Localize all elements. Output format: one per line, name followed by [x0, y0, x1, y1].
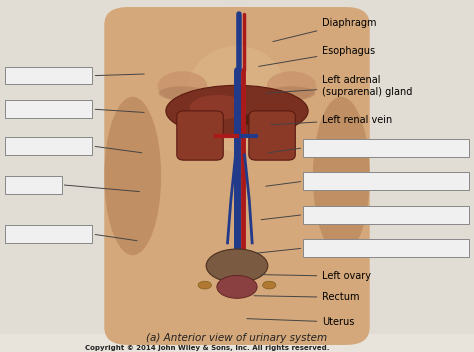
Ellipse shape [263, 281, 276, 289]
Ellipse shape [104, 97, 161, 255]
Text: Rectum: Rectum [254, 293, 360, 302]
Ellipse shape [172, 292, 221, 341]
FancyBboxPatch shape [104, 7, 370, 345]
FancyBboxPatch shape [5, 137, 92, 155]
Ellipse shape [252, 292, 302, 341]
Ellipse shape [198, 281, 211, 289]
FancyBboxPatch shape [177, 111, 223, 160]
FancyBboxPatch shape [303, 172, 469, 190]
Text: Copyright © 2014 John Wiley & Sons, Inc. All rights reserved.: Copyright © 2014 John Wiley & Sons, Inc.… [85, 345, 330, 352]
FancyBboxPatch shape [0, 0, 474, 334]
Ellipse shape [268, 86, 315, 100]
FancyBboxPatch shape [303, 206, 469, 224]
FancyBboxPatch shape [5, 225, 92, 243]
Ellipse shape [206, 249, 268, 282]
Text: Left ovary: Left ovary [261, 271, 371, 281]
Ellipse shape [185, 46, 289, 151]
Text: Uterus: Uterus [247, 317, 355, 327]
FancyBboxPatch shape [249, 111, 295, 160]
Text: Left renal vein: Left renal vein [271, 115, 392, 125]
FancyBboxPatch shape [5, 67, 92, 84]
FancyBboxPatch shape [5, 176, 62, 194]
Text: Diaphragm: Diaphragm [273, 18, 377, 42]
Ellipse shape [266, 71, 316, 101]
Ellipse shape [137, 7, 337, 134]
Text: (a) Anterior view of urinary system: (a) Anterior view of urinary system [146, 333, 328, 343]
Ellipse shape [157, 71, 207, 101]
Ellipse shape [166, 86, 308, 136]
Ellipse shape [159, 86, 206, 100]
Ellipse shape [313, 97, 370, 255]
Ellipse shape [147, 215, 327, 313]
FancyBboxPatch shape [5, 100, 92, 118]
Text: Esophagus: Esophagus [259, 46, 375, 67]
FancyBboxPatch shape [303, 139, 469, 157]
Ellipse shape [243, 114, 255, 125]
Ellipse shape [217, 275, 257, 298]
Text: Left adrenal
(suprarenal) gland: Left adrenal (suprarenal) gland [266, 75, 413, 97]
FancyBboxPatch shape [303, 239, 469, 257]
Ellipse shape [190, 95, 246, 120]
